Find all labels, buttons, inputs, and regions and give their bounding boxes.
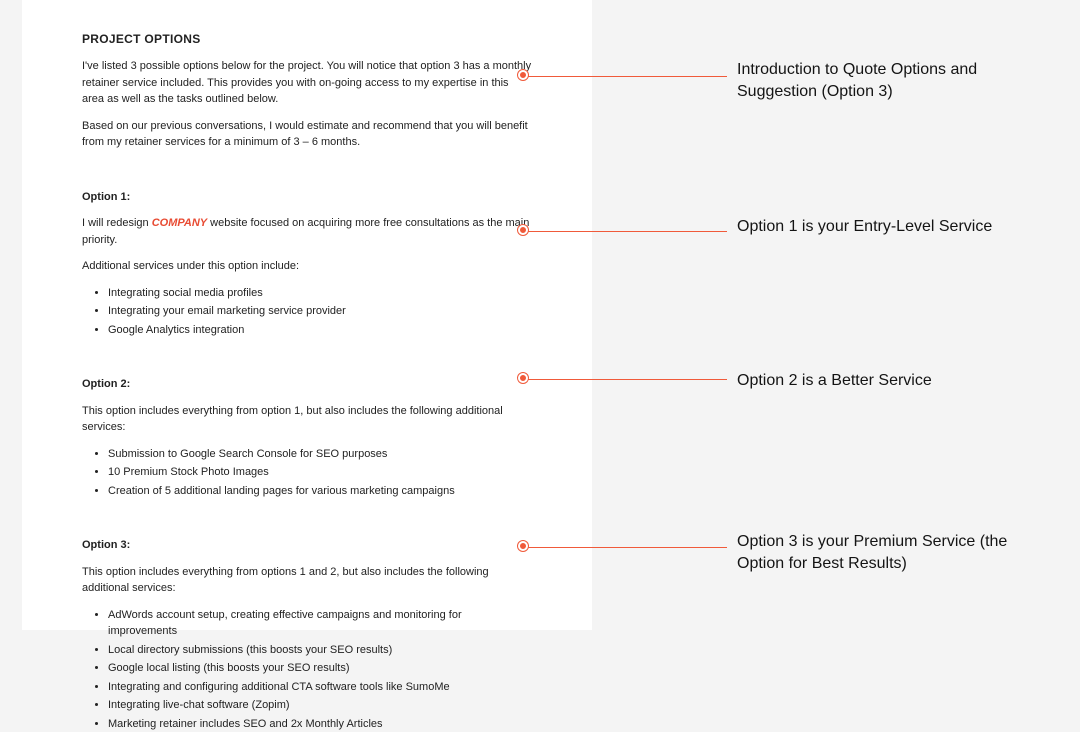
option1-lead-pre: I will redesign bbox=[82, 217, 152, 229]
list-item: Google Analytics integration bbox=[108, 322, 532, 339]
intro-para-1: I've listed 3 possible options below for… bbox=[82, 58, 532, 108]
list-item: Integrating and configuring additional C… bbox=[108, 679, 532, 696]
option2-title: Option 2: bbox=[82, 376, 532, 393]
list-item: Submission to Google Search Console for … bbox=[108, 446, 532, 463]
intro-para-2: Based on our previous conversations, I w… bbox=[82, 118, 532, 151]
list-item: Integrating live-chat software (Zopim) bbox=[108, 697, 532, 714]
list-item: 10 Premium Stock Photo Images bbox=[108, 464, 532, 481]
callout-dot-1 bbox=[518, 70, 528, 80]
list-item: Local directory submissions (this boosts… bbox=[108, 642, 532, 659]
option1-list: Integrating social media profilesIntegra… bbox=[82, 285, 532, 339]
annotation-1: Introduction to Quote Options and Sugges… bbox=[737, 59, 1047, 102]
company-placeholder: COMPANY bbox=[152, 217, 207, 229]
list-item: Integrating your email marketing service… bbox=[108, 303, 532, 320]
annotation-2: Option 1 is your Entry-Level Service bbox=[737, 216, 1047, 238]
option3-title: Option 3: bbox=[82, 537, 532, 554]
option1-sub: Additional services under this option in… bbox=[82, 258, 532, 275]
option3-lead: This option includes everything from opt… bbox=[82, 564, 532, 597]
list-item: Marketing retainer includes SEO and 2x M… bbox=[108, 716, 532, 732]
list-item: Google local listing (this boosts your S… bbox=[108, 660, 532, 677]
callout-line-2 bbox=[528, 231, 727, 232]
option3-list: AdWords account setup, creating effectiv… bbox=[82, 607, 532, 732]
callout-line-1 bbox=[528, 76, 727, 77]
callout-dot-3 bbox=[518, 373, 528, 383]
list-item: AdWords account setup, creating effectiv… bbox=[108, 607, 532, 640]
option2-lead: This option includes everything from opt… bbox=[82, 403, 532, 436]
list-item: Creation of 5 additional landing pages f… bbox=[108, 483, 532, 500]
option2-list: Submission to Google Search Console for … bbox=[82, 446, 532, 500]
annotation-3: Option 2 is a Better Service bbox=[737, 370, 1047, 392]
option1-lead: I will redesign COMPANY website focused … bbox=[82, 215, 532, 248]
callout-line-4 bbox=[528, 547, 727, 548]
document-page: PROJECT OPTIONS I've listed 3 possible o… bbox=[22, 0, 592, 630]
option1-title: Option 1: bbox=[82, 189, 532, 206]
callout-dot-2 bbox=[518, 225, 528, 235]
callout-line-3 bbox=[528, 379, 727, 380]
annotation-4: Option 3 is your Premium Service (the Op… bbox=[737, 531, 1047, 574]
doc-title: PROJECT OPTIONS bbox=[82, 30, 532, 48]
callout-dot-4 bbox=[518, 541, 528, 551]
list-item: Integrating social media profiles bbox=[108, 285, 532, 302]
